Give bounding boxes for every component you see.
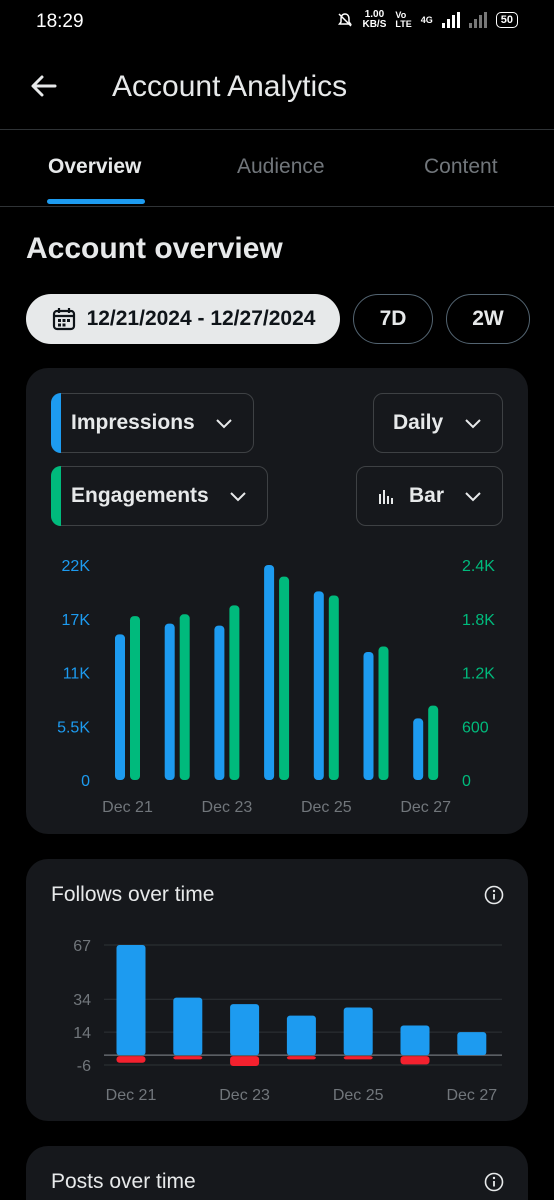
active-tab-indicator bbox=[47, 199, 145, 204]
metric1-label: Impressions bbox=[71, 411, 195, 434]
range-7d-button[interactable]: 7D bbox=[353, 294, 433, 344]
y-tick-label: 67 bbox=[73, 938, 91, 955]
x-tick-label: Dec 27 bbox=[446, 1087, 497, 1104]
follows-chart: 67 34 14 -6 Dec 21 Dec 23 Dec 25 Dec 27 bbox=[73, 938, 502, 1104]
mute-bell-icon bbox=[338, 13, 353, 27]
status-bar: 18:29 1.00 KB/S Vo LTE 4G 50 bbox=[0, 0, 554, 44]
metric1-select[interactable]: Impressions bbox=[51, 393, 254, 453]
x-tick-label: Dec 27 bbox=[400, 799, 451, 816]
tab-audience[interactable]: Audience bbox=[237, 155, 325, 178]
impressions-bar bbox=[115, 634, 125, 780]
impressions-bar bbox=[363, 651, 374, 780]
metrics-chart-card: Impressions Daily Engagements Bar 22K 17K… bbox=[26, 368, 528, 834]
y-right-tick-label: 600 bbox=[462, 719, 489, 736]
follows-gained-bar bbox=[173, 997, 203, 1056]
metric2-label: Engagements bbox=[71, 484, 209, 507]
status-time: 18:29 bbox=[36, 11, 84, 32]
x-tick-label: Dec 25 bbox=[301, 799, 352, 816]
engagements-bar bbox=[328, 595, 339, 780]
y-right-tick-label: 0 bbox=[462, 773, 471, 790]
metric1-color-accent bbox=[51, 393, 61, 453]
engagements-bar bbox=[229, 605, 240, 780]
chevron-down-icon bbox=[465, 419, 481, 429]
network-type: 4G bbox=[420, 15, 433, 25]
y-tick-label: 14 bbox=[73, 1025, 91, 1042]
follows-gained-bar bbox=[230, 1004, 260, 1056]
x-tick-label: Dec 21 bbox=[102, 799, 153, 816]
app-header: Account Analytics bbox=[0, 48, 554, 130]
network-speed: 1.00 KB/S bbox=[362, 9, 387, 30]
date-range-label: 12/21/2024 - 12/27/2024 bbox=[86, 307, 316, 330]
impressions-bar bbox=[413, 718, 424, 780]
engagements-bar bbox=[130, 616, 140, 780]
tab-content[interactable]: Content bbox=[424, 155, 498, 178]
impressions-bar bbox=[313, 591, 324, 780]
y-left-tick-label: 22K bbox=[62, 558, 91, 575]
engagements-bar bbox=[179, 614, 190, 780]
follows-lost-bar bbox=[173, 1056, 203, 1060]
follows-gained-bar bbox=[343, 1007, 373, 1056]
x-tick-label: Dec 23 bbox=[219, 1087, 270, 1104]
bar-chart-icon bbox=[379, 490, 393, 504]
metric2-select[interactable]: Engagements bbox=[51, 466, 268, 526]
x-tick-label: Dec 21 bbox=[106, 1087, 157, 1104]
chart-type-label: Bar bbox=[409, 484, 445, 507]
follows-card-title: Follows over time bbox=[51, 883, 215, 906]
tab-overview[interactable]: Overview bbox=[48, 155, 142, 178]
date-range-button[interactable]: 12/21/2024 - 12/27/2024 bbox=[26, 294, 340, 344]
follows-lost-bar bbox=[400, 1056, 430, 1065]
range-2w-button[interactable]: 2W bbox=[446, 294, 530, 344]
y-tick-label: -6 bbox=[77, 1058, 91, 1075]
impressions-bar bbox=[164, 623, 175, 780]
y-tick-label: 34 bbox=[73, 992, 91, 1009]
battery-icon: 50 bbox=[495, 12, 518, 28]
engagements-bar bbox=[428, 705, 439, 780]
x-tick-label: Dec 25 bbox=[333, 1087, 384, 1104]
engagements-bar bbox=[279, 576, 290, 780]
engagements-bar bbox=[378, 646, 389, 780]
impressions-bar bbox=[214, 625, 225, 780]
chevron-down-icon bbox=[465, 492, 481, 502]
y-left-tick-label: 11K bbox=[63, 666, 91, 683]
y-left-tick-label: 5.5K bbox=[57, 719, 90, 736]
follows-lost-bar bbox=[286, 1056, 316, 1060]
y-right-tick-label: 1.2K bbox=[462, 666, 495, 683]
status-icons: 1.00 KB/S Vo LTE 4G 50 bbox=[337, 10, 518, 30]
chevron-down-icon bbox=[216, 419, 232, 429]
info-icon[interactable] bbox=[484, 1172, 504, 1192]
x-tick-label: Dec 23 bbox=[202, 799, 253, 816]
follows-card: Follows over time 67 34 14 -6 Dec 21 Dec 23 De… bbox=[26, 859, 528, 1121]
y-left-tick-label: 0 bbox=[81, 773, 90, 790]
tab-bar: Overview Audience Content bbox=[0, 131, 554, 207]
posts-card-title: Posts over time bbox=[51, 1170, 196, 1193]
follows-gained-bar bbox=[286, 1015, 316, 1056]
follows-gained-bar bbox=[457, 1032, 487, 1056]
interval-select[interactable]: Daily bbox=[373, 393, 503, 453]
info-icon[interactable] bbox=[484, 885, 504, 905]
y-left-tick-label: 17K bbox=[62, 612, 91, 629]
calendar-icon bbox=[52, 308, 75, 331]
follows-gained-bar bbox=[400, 1025, 430, 1056]
metric2-color-accent bbox=[51, 466, 61, 526]
volte-indicator: Vo LTE bbox=[395, 10, 412, 29]
follows-gained-bar bbox=[116, 945, 146, 1056]
posts-card: Posts over time bbox=[26, 1146, 528, 1200]
follows-lost-bar bbox=[230, 1056, 260, 1066]
interval-label: Daily bbox=[393, 411, 444, 434]
chart-type-select[interactable]: Bar bbox=[356, 466, 503, 526]
arrow-left-icon[interactable] bbox=[28, 70, 60, 102]
y-right-tick-label: 2.4K bbox=[462, 558, 495, 575]
y-right-tick-label: 1.8K bbox=[462, 612, 495, 629]
date-range-chips: 12/21/2024 - 12/27/2024 7D 2W bbox=[26, 294, 554, 344]
impressions-engagements-chart: 22K 17K 11K 5.5K 0 2.4K 1.8K 1.2K 600 0 Dec 21 Dec … bbox=[57, 558, 495, 816]
chevron-down-icon bbox=[230, 492, 246, 502]
section-title: Account overview bbox=[26, 232, 283, 265]
follows-lost-bar bbox=[343, 1056, 373, 1060]
page-title: Account Analytics bbox=[112, 70, 348, 103]
impressions-bar bbox=[264, 565, 275, 780]
signal-strength-icon bbox=[441, 12, 460, 28]
follows-lost-bar bbox=[116, 1056, 146, 1063]
signal-no-service-icon bbox=[468, 12, 487, 28]
